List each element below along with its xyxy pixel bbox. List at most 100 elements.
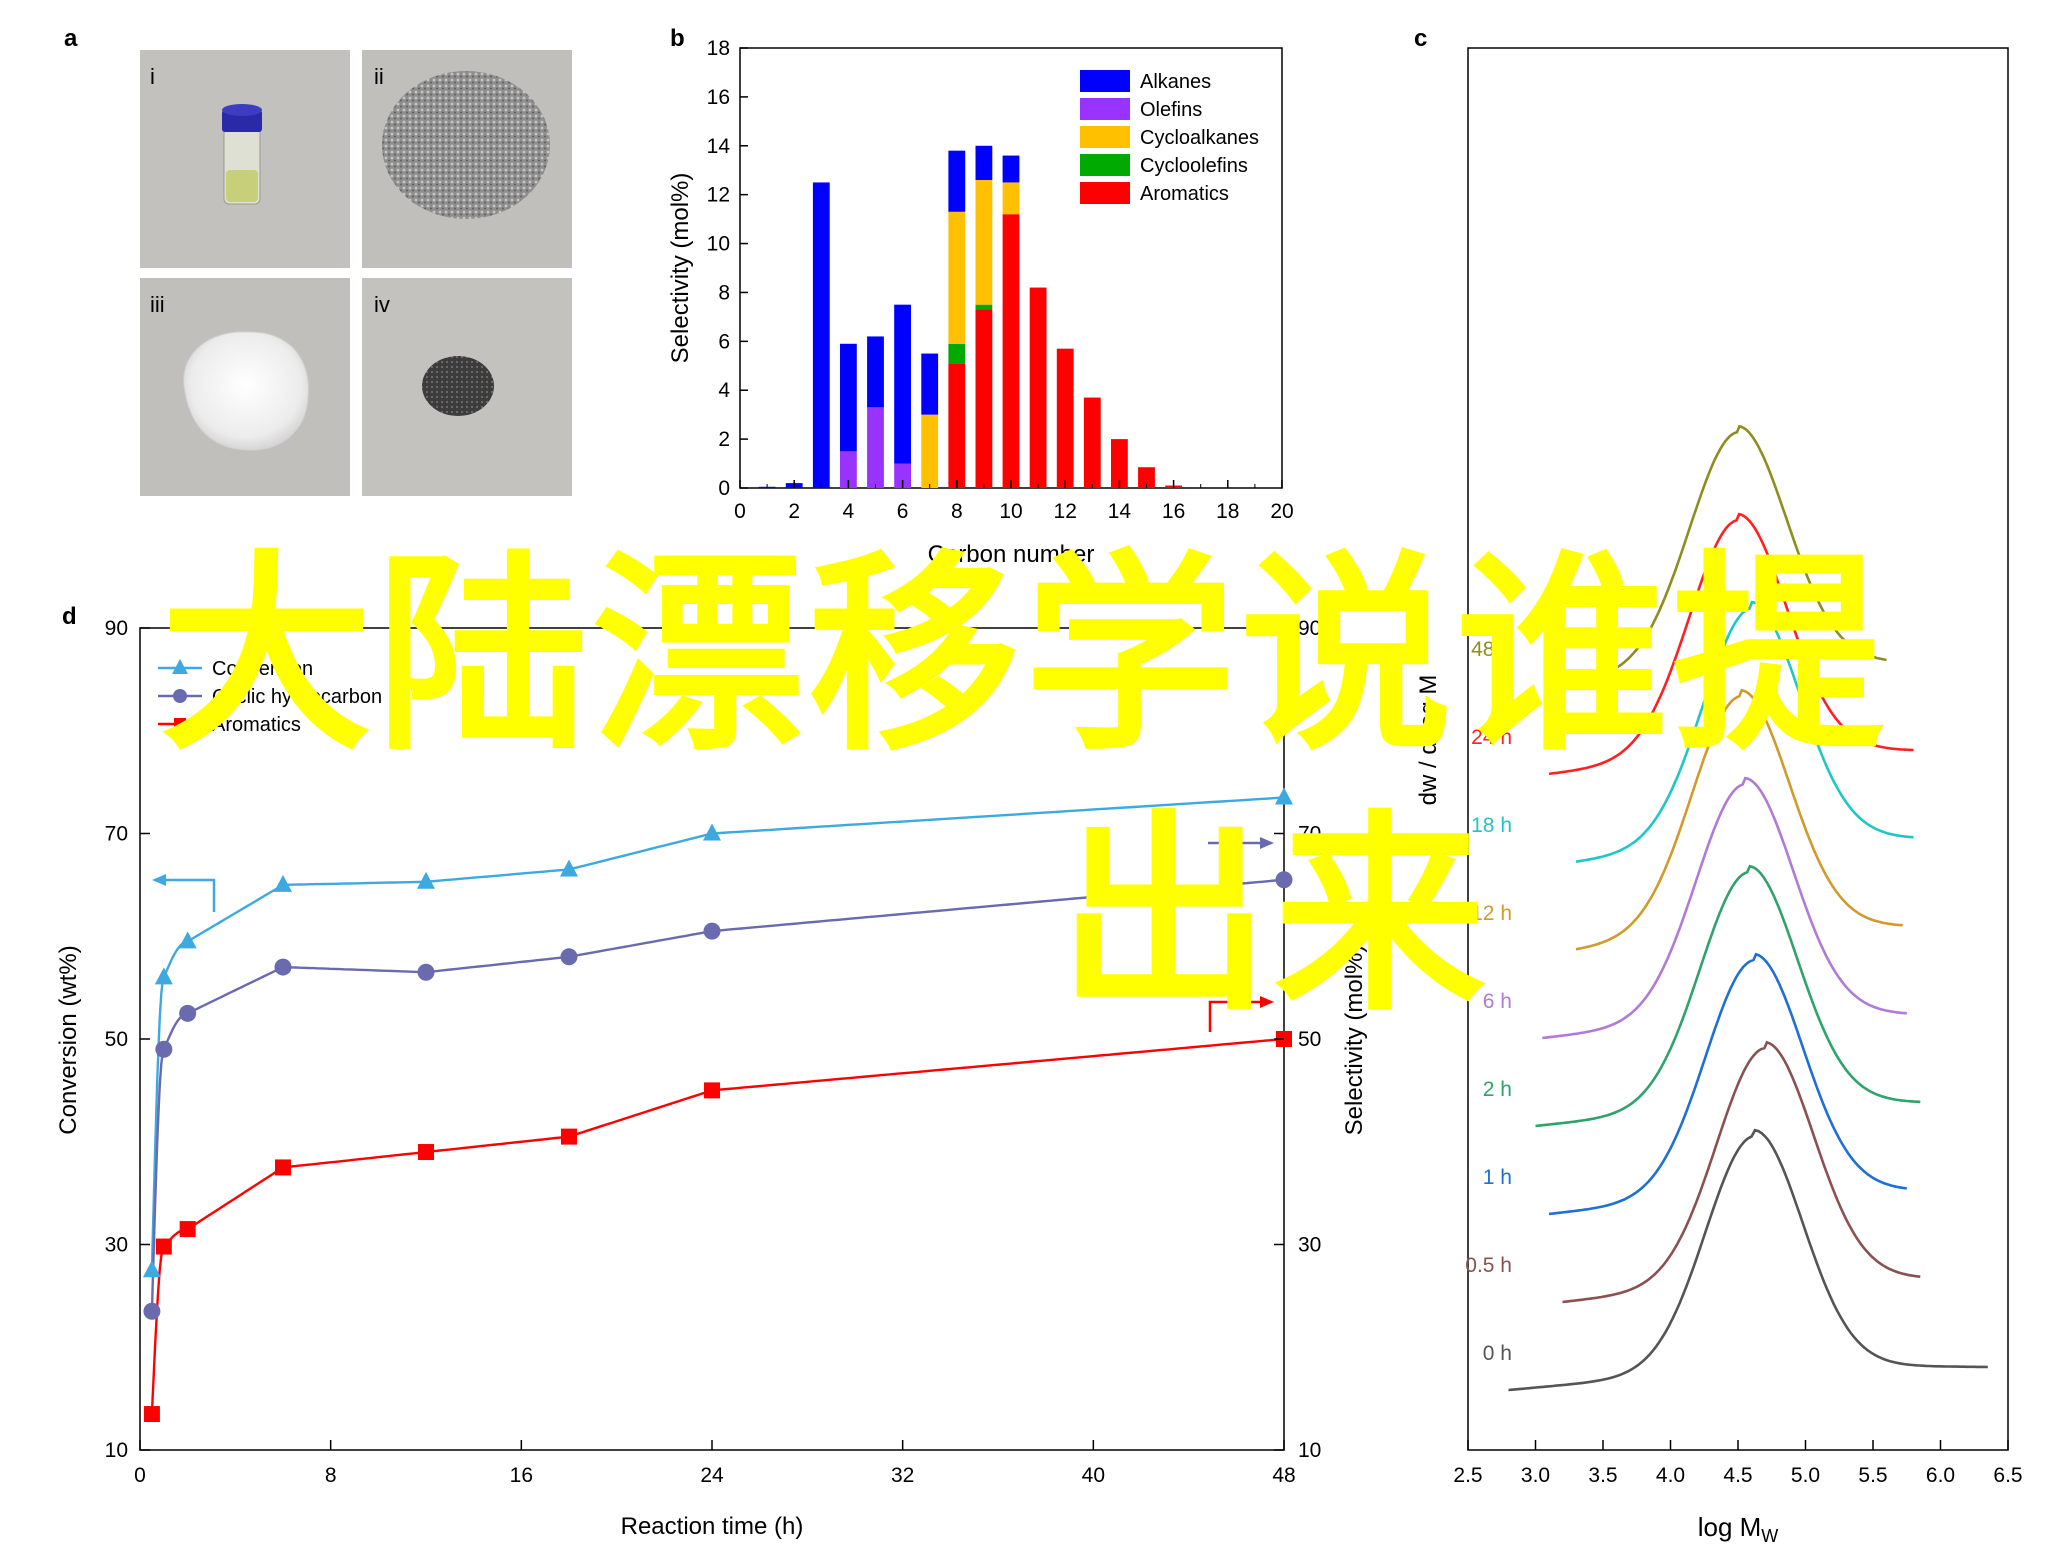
x-tick-label: 48 [1272,1464,1295,1487]
bar-aromatics-c11 [1029,287,1047,488]
y-tick-label-right: 90 [1298,617,1321,640]
legend-swatch-alkanes [1080,70,1130,92]
x-tick-label: 3.5 [1588,1464,1617,1487]
arrowhead-icon [1260,837,1274,849]
chart-c-mw-distribution: 0 h 0.5 h 1 h 2 h 6 h 12 h 18 h 24 h 48 h 2.5 3.0… [1415,47,2023,1546]
curve-label: 18 h [1471,814,1512,837]
x-tick-label: 5.5 [1858,1464,1887,1487]
chart-b-carbon-selectivity: 0 2 4 6 8 10 12 14 16 18 20 0 2 4 6 8 10 12 14 16 18 Carbon … [667,37,1294,568]
y-tick-label: 16 [707,86,730,109]
arrow-right-icon [1208,1000,1268,1032]
legend-label-olefins: Olefins [1140,99,1202,121]
bar-olefins-c5 [867,407,884,488]
bar-olefins-c6 [894,463,912,488]
photo-label: ii [374,64,384,89]
photo-iv: iv [362,278,572,496]
chart-d-frame [139,627,1285,1451]
panel-label-a: a [64,25,78,52]
y-tick-label-right: 50 [1298,1028,1321,1051]
x-tick-label: 32 [891,1464,914,1487]
arrowhead-icon [152,874,166,886]
photo-label: iii [150,292,165,317]
bar-cycloalkanes-c8 [948,211,966,344]
y-tick-label-left: 10 [105,1439,128,1462]
y-tick-label: 10 [707,233,730,256]
panel-label-d: d [62,603,77,630]
bar-cycloolefins-c9 [975,304,993,310]
point-aromatics-t0.5 [143,1406,160,1423]
y-tick-label: 6 [718,330,730,353]
curve-label: 0 h [1483,1342,1512,1365]
fit-line-aromatics [150,1037,1285,1415]
chart-d-ylabel-right: Selectivity (mol%) [1341,945,1368,1136]
y-tick-label: 8 [718,281,730,304]
legend-label-alkanes: Alkanes [1140,71,1211,93]
legend-label-aromatics: Aromatics [1140,183,1229,205]
x-tick-label: 6.0 [1926,1464,1955,1487]
point-aromatics-t6 [275,1159,291,1176]
curve-label: 12 h [1471,902,1512,925]
bar-alkanes-c8 [948,150,966,212]
chart-b-ylabel: Selectivity (mol%) [667,173,694,364]
legend-marker-square [174,718,186,730]
chart-d-xlabel: Reaction time (h) [621,1513,804,1540]
point-aromatics-t12 [418,1144,434,1161]
legend-swatch-olefins [1080,98,1130,120]
x-tick-label: 10 [999,500,1022,523]
point-conversion-t12 [417,871,435,889]
bar-alkanes-c10 [1002,155,1020,183]
chart-b-xlabel: Carbon number [928,541,1095,568]
curve-18h [1575,600,1914,863]
arrow-left-icon [158,878,216,912]
y-tick-label-left: 90 [105,617,128,640]
x-tick-label: 0 [134,1464,146,1487]
curve-label: 24 h [1471,726,1512,749]
curve-2h [1535,864,1921,1128]
x-tick-label: 12 [1054,500,1077,523]
point-cyclic-hydrocarbon-t0.5 [143,1302,161,1320]
curve-48h [1548,424,1887,688]
y-tick-label-right: 70 [1298,823,1321,846]
bar-aromatics-c10 [1002,214,1020,488]
y-tick-label-right: 10 [1298,1439,1321,1462]
chart-d-ylabel-left: Conversion (wt%) [55,945,82,1134]
point-conversion-t24 [703,823,721,841]
curve-12h [1575,688,1903,951]
bar-alkanes-c7 [921,353,939,415]
curve-6h [1542,776,1907,1040]
point-cyclic-hydrocarbon-t12 [417,963,435,981]
y-tick-label: 2 [718,428,730,451]
chart-c-xlabel-sub: W [1761,1526,1778,1546]
legend-label-conversion: Conversion [212,658,313,680]
curve-label: 48 h [1471,638,1512,661]
bar-aromatics-c15 [1138,467,1155,488]
legend-label-cyclic-hydrocarbon: Cyclic hydrocarbon [212,686,382,708]
panel-label-c: c [1414,25,1427,52]
x-tick-label: 6 [897,500,909,523]
curve-05h [1562,1040,1921,1304]
chart-c-ylabel: dw / d(log M [1415,675,1442,806]
point-conversion-t2 [178,931,197,949]
bar-cycloalkanes-c10 [1002,182,1020,215]
bar-alkanes-c5 [867,336,884,408]
point-aromatics-t18 [561,1128,577,1145]
photo-ii: ii [362,50,572,268]
photo-label: i [150,64,155,89]
fit-line-cyclic-hydrocarbon [150,878,1285,1312]
x-tick-label: 2 [788,500,800,523]
point-conversion-t6 [274,874,292,892]
axis-indicator-arrows [152,837,1274,1032]
photo-iii: iii [140,278,350,496]
chart-c-frame [1467,47,2009,1451]
y-tick-label-left: 70 [105,823,128,846]
x-tick-label: 8 [325,1464,337,1487]
legend-marker-triangle [172,659,188,674]
curve-label: 1 h [1483,1166,1512,1189]
x-tick-label: 2.5 [1453,1464,1482,1487]
x-tick-label: 16 [510,1464,533,1487]
bar-aromatics-c8 [948,363,966,488]
point-conversion-t0.5 [142,1260,161,1278]
chart-d-legend: Conversion Cyclic hydrocarbon Aromatics [158,658,382,736]
